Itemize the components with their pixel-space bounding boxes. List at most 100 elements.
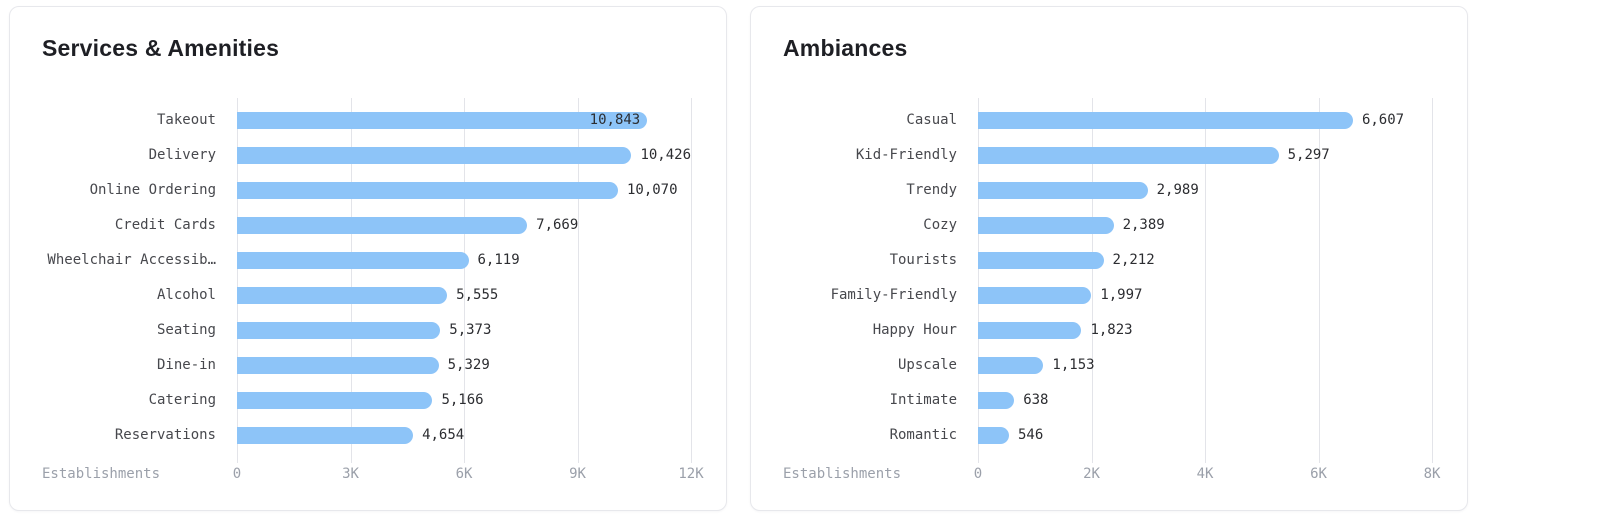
- bar[interactable]: [237, 391, 433, 409]
- bar[interactable]: [237, 356, 439, 374]
- gridline: [350, 97, 352, 463]
- x-axis-title: Establishments: [42, 465, 161, 482]
- value-label: 1,153: [1052, 357, 1095, 374]
- tick-label: 2K: [1083, 465, 1100, 482]
- x-axis: Establishments 0 2K 4K 6K 8K: [782, 465, 1441, 484]
- x-axis-ticks: 0 2K 4K 6K 8K: [974, 465, 1441, 484]
- bar[interactable]: [237, 216, 528, 234]
- gridline: [1432, 97, 1433, 463]
- bar-track: 638: [978, 391, 1432, 409]
- bar-row: Credit Cards 7,669: [41, 208, 695, 243]
- bar-row: Reservations 4,654: [41, 418, 695, 453]
- bar-track: 10,070: [237, 181, 691, 199]
- category-label: Tourists: [889, 252, 957, 269]
- bar-track: 2,989: [978, 181, 1432, 199]
- bar[interactable]: [978, 321, 1082, 339]
- category-label: Upscale: [897, 357, 957, 374]
- bar[interactable]: [978, 146, 1279, 164]
- bar[interactable]: [237, 181, 618, 199]
- category-label: Casual: [906, 112, 957, 129]
- category-label: Trendy: [906, 182, 957, 199]
- value-label: 6,119: [477, 252, 520, 269]
- value-label: 5,373: [449, 322, 492, 339]
- tick-label: 3K: [342, 465, 359, 482]
- bar[interactable]: [237, 426, 414, 444]
- bar-row: Alcohol 5,555: [41, 278, 695, 313]
- value-label: 6,607: [1361, 112, 1405, 129]
- bar-row: Cozy 2,389: [782, 208, 1436, 243]
- category-label: Happy Hour: [872, 322, 957, 339]
- gridline: [1205, 97, 1206, 463]
- bar-track: 5,329: [237, 356, 691, 374]
- bar-row: Family-Friendly 1,997: [782, 278, 1436, 313]
- value-label: 5,297: [1287, 147, 1330, 164]
- category-label: Romantic: [889, 427, 957, 444]
- bar-track: 5,555: [237, 286, 691, 304]
- bar-row: Kid-Friendly 5,297: [782, 138, 1436, 173]
- ambiances-chart: Casual 6,607 Kid-Friendly 5,297 Trendy 2,989 C…: [782, 97, 1441, 484]
- tick-label: 6K: [1310, 465, 1327, 482]
- category-label: Reservations: [114, 427, 216, 444]
- gridline: [978, 97, 979, 463]
- bar[interactable]: [978, 251, 1104, 269]
- bar[interactable]: [237, 286, 448, 304]
- bar-track: 1,823: [978, 321, 1432, 339]
- bar[interactable]: [978, 356, 1044, 374]
- bar-row: Takeout 10,843: [41, 103, 695, 138]
- bar-track: 546: [978, 426, 1432, 444]
- bar[interactable]: [237, 321, 441, 339]
- bar-row: Seating 5,373: [41, 313, 695, 348]
- bar-track: 5,373: [237, 321, 691, 339]
- tick-label: 6K: [455, 465, 473, 482]
- category-label: Alcohol: [156, 287, 216, 304]
- bar[interactable]: [237, 111, 648, 129]
- value-label: 10,843: [589, 112, 641, 129]
- dashboard-charts-row: Services & Amenities Takeout 10,843 Delive…: [9, 6, 1468, 511]
- bar[interactable]: [978, 111, 1353, 129]
- bar-track: 10,843: [237, 111, 691, 129]
- bar-track: 5,166: [237, 391, 691, 409]
- bar[interactable]: [237, 251, 469, 269]
- ambiances-card: Ambiances Casual 6,607 Kid-Friendly 5,297 Tr…: [750, 6, 1468, 511]
- tick-label: 12K: [678, 465, 704, 482]
- tick-label: 0: [973, 465, 983, 482]
- bar-row: Dine-in 5,329: [41, 348, 695, 383]
- bar[interactable]: [237, 146, 632, 164]
- category-label: Delivery: [148, 147, 216, 164]
- bar-row: Wheelchair Accessib… 6,119: [41, 243, 695, 278]
- bar[interactable]: [978, 426, 1009, 444]
- bar-track: 5,297: [978, 146, 1432, 164]
- chart-title: Services & Amenities: [42, 35, 280, 61]
- gridlines: [237, 97, 692, 463]
- gridline: [1318, 97, 1320, 463]
- category-label: Kid-Friendly: [855, 147, 957, 164]
- chart-title: Ambiances: [783, 35, 908, 61]
- bar-rows: Takeout 10,843 Delivery 10,426 Online Orderi…: [41, 97, 695, 463]
- bar[interactable]: [978, 391, 1015, 409]
- bar[interactable]: [978, 216, 1114, 234]
- gridlines: [978, 97, 1433, 463]
- bar-row: Delivery 10,426: [41, 138, 695, 173]
- value-label: 1,997: [1100, 287, 1143, 304]
- bar-row: Casual 6,607: [782, 103, 1436, 138]
- x-axis-title: Establishments: [783, 465, 902, 482]
- value-label: 5,329: [447, 357, 490, 374]
- tick-label: 8K: [1423, 465, 1441, 482]
- gridline: [464, 97, 465, 463]
- bar-track: 1,153: [978, 356, 1432, 374]
- value-label: 546: [1017, 427, 1044, 444]
- category-label: Online Ordering: [89, 182, 216, 199]
- bar-row: Upscale 1,153: [782, 348, 1436, 383]
- tick-label: 0: [232, 465, 242, 482]
- bar[interactable]: [978, 286, 1092, 304]
- bar-row: Happy Hour 1,823: [782, 313, 1436, 348]
- bar[interactable]: [978, 181, 1148, 199]
- gridline: [577, 97, 579, 463]
- gridline: [237, 97, 238, 463]
- x-axis-ticks: 0 3K 6K 9K 12K: [233, 465, 704, 484]
- category-label: Credit Cards: [114, 217, 216, 234]
- bar-row: Romantic 546: [782, 418, 1436, 453]
- gridline: [691, 97, 692, 463]
- bar-track: 7,669: [237, 216, 691, 234]
- value-label: 2,212: [1112, 252, 1155, 269]
